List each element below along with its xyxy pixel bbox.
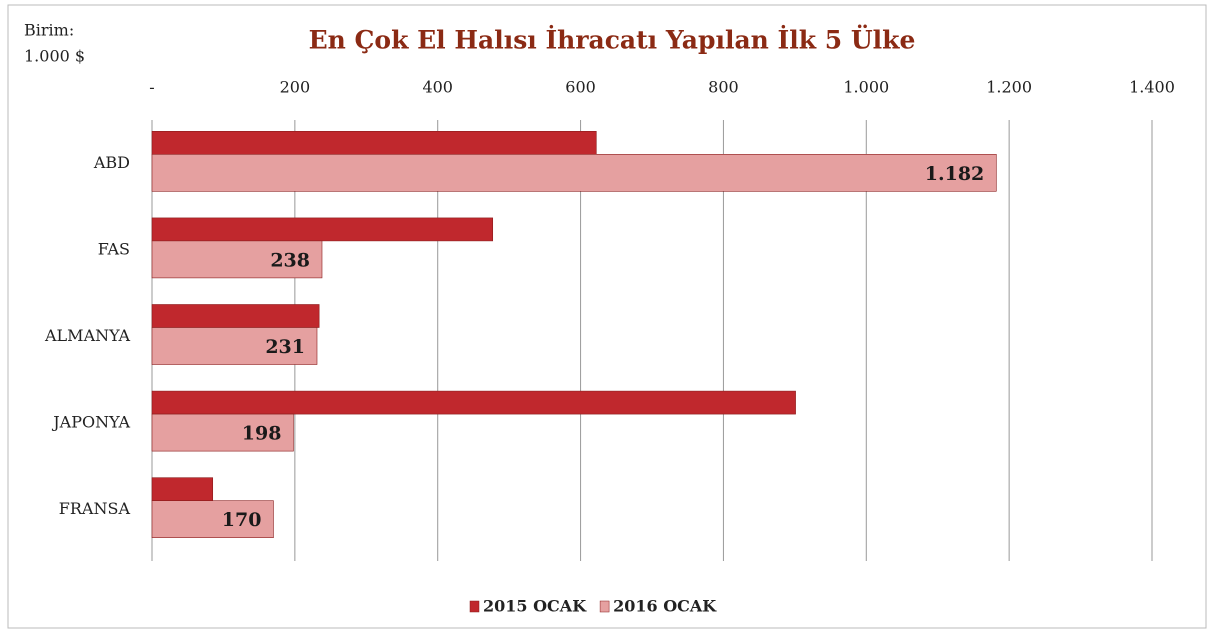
bar: [151, 217, 494, 242]
data-label: 238: [270, 249, 310, 271]
data-label: 198: [242, 423, 282, 445]
y-tick-label: FAS: [98, 239, 130, 258]
bar: [151, 477, 214, 502]
bar: [151, 390, 796, 415]
legend-swatch: [469, 600, 480, 613]
data-label: 231: [265, 336, 305, 358]
legend-swatch: [599, 600, 610, 613]
x-tick-label: -: [149, 78, 154, 97]
chart-title: En Çok El Halısı İhracatı Yapılan İlk 5 …: [309, 26, 916, 55]
y-tick-label: FRANSA: [59, 499, 131, 518]
y-tick-label: ABD: [93, 153, 130, 172]
unit-label: Birim:: [24, 21, 74, 40]
unit-label: 1.000 $: [24, 47, 85, 66]
x-tick-label: 1.000: [843, 78, 889, 97]
bar: [151, 413, 294, 452]
data-label: 1.182: [925, 163, 985, 185]
bar: [151, 131, 597, 155]
y-tick-label: ALMANYA: [44, 326, 130, 345]
bar: [151, 240, 323, 279]
bar: [151, 154, 997, 192]
x-tick-label: 1.400: [1129, 78, 1175, 97]
bar: [151, 327, 318, 365]
bar: [151, 500, 274, 539]
data-label: 170: [222, 509, 262, 531]
y-tick-label: JAPONYA: [51, 413, 130, 432]
x-tick-label: 800: [708, 78, 739, 97]
legend-label: 2016 OCAK: [613, 597, 717, 616]
x-tick-label: 1.200: [986, 78, 1032, 97]
x-tick-label: 200: [280, 78, 311, 97]
bar: [151, 304, 320, 328]
legend-label: 2015 OCAK: [483, 597, 587, 616]
x-tick-label: 600: [565, 78, 596, 97]
x-tick-label: 400: [422, 78, 453, 97]
